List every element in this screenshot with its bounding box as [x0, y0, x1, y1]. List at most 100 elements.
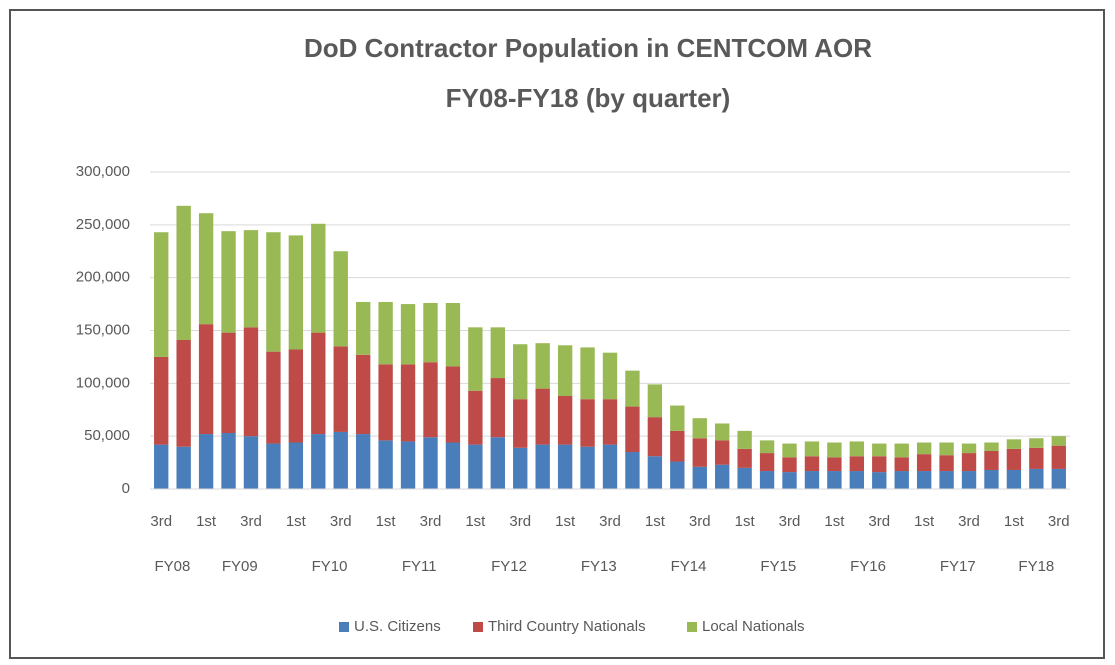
- bar-segment: [670, 461, 685, 489]
- bar-segment: [1029, 438, 1044, 448]
- legend-label: Local Nationals: [702, 618, 805, 635]
- bar-segment: [490, 378, 505, 438]
- bar-segment: [894, 443, 909, 458]
- bar-segment: [1051, 436, 1066, 446]
- bar-segment: [872, 456, 887, 473]
- bar-segment: [737, 430, 752, 449]
- bar-segment: [266, 443, 281, 489]
- bar-segment: [243, 327, 259, 437]
- bar-segment: [445, 303, 461, 367]
- bar-segment: [288, 442, 304, 489]
- bar-segment: [602, 399, 618, 445]
- bar-segment: [984, 450, 999, 470]
- bar-segment: [715, 423, 730, 441]
- bar-segment: [692, 466, 707, 489]
- bar-segment: [221, 432, 236, 489]
- bar-segment: [804, 471, 820, 489]
- bar-segment: [580, 347, 595, 400]
- bar-segment: [737, 467, 752, 489]
- bar-segment: [198, 324, 214, 435]
- legend-label: U.S. Citizens: [354, 618, 441, 635]
- bar-segment: [198, 213, 214, 325]
- bar-segment: [535, 444, 550, 489]
- bar-segment: [154, 356, 169, 445]
- bar-segment: [1051, 445, 1066, 469]
- x-tick-label: 1st: [286, 513, 307, 530]
- bar-segment: [961, 471, 977, 489]
- x-tick-label: 1st: [555, 513, 576, 530]
- bar-segment: [715, 464, 730, 489]
- bar-segment: [759, 453, 775, 472]
- bar-segment: [400, 364, 416, 442]
- chart-frame: [9, 9, 1105, 659]
- bar-segment: [602, 352, 618, 400]
- bar-segment: [535, 343, 550, 389]
- bar-segment: [692, 438, 707, 467]
- bar-segment: [939, 471, 954, 489]
- bar-segment: [782, 457, 797, 473]
- bar-segment: [400, 304, 416, 365]
- x-tick-label: 1st: [1004, 513, 1025, 530]
- bar-segment: [355, 354, 371, 435]
- legend-label: Third Country Nationals: [488, 618, 646, 635]
- bar-segment: [804, 441, 820, 457]
- bar-segment: [243, 436, 259, 489]
- bar-segment: [759, 440, 775, 454]
- bar-segment: [580, 446, 595, 489]
- bar-segment: [715, 440, 730, 465]
- bar-segment: [557, 444, 573, 489]
- bar-segment: [288, 235, 304, 350]
- x-tick-label: 1st: [196, 513, 217, 530]
- y-tick-label: 200,000: [76, 269, 130, 286]
- x-tick-label: 3rd: [1048, 513, 1070, 530]
- bar-segment: [916, 442, 932, 455]
- bar-segment: [625, 406, 640, 453]
- legend-swatch: [687, 622, 697, 632]
- legend-swatch: [473, 622, 483, 632]
- x-tick-label: 1st: [824, 513, 845, 530]
- bar-segment: [737, 448, 752, 468]
- y-tick-label: 300,000: [76, 163, 130, 180]
- bar-segment: [333, 346, 348, 432]
- bar-segment: [378, 440, 393, 489]
- x-tick-label: 3rd: [599, 513, 621, 530]
- x-tick-label: 1st: [376, 513, 397, 530]
- bar-segment: [849, 456, 865, 472]
- bar-segment: [311, 332, 326, 435]
- bar-segment: [176, 446, 191, 489]
- x-tick-label: 1st: [465, 513, 486, 530]
- x-tick-label: 1st: [914, 513, 935, 530]
- bar-segment: [333, 431, 348, 489]
- x-tick-label: 3rd: [150, 513, 172, 530]
- bar-segment: [1006, 469, 1022, 489]
- bar-segment: [513, 447, 528, 489]
- chart-title: FY08-FY18 (by quarter): [446, 83, 731, 113]
- bar-segment: [1006, 439, 1022, 449]
- bar-segment: [221, 332, 236, 433]
- bar-segment: [198, 434, 214, 489]
- bar-segment: [355, 434, 371, 489]
- bar-segment: [939, 442, 954, 456]
- bar-segment: [288, 349, 304, 443]
- x-group-label: FY15: [760, 558, 796, 575]
- bar-segment: [423, 303, 438, 363]
- bar-segment: [154, 232, 169, 357]
- bar-segment: [670, 405, 685, 431]
- y-tick-label: 150,000: [76, 321, 130, 338]
- x-group-label: FY13: [581, 558, 617, 575]
- bar-segment: [1051, 468, 1066, 489]
- bar-segment: [311, 223, 326, 333]
- bar-segment: [872, 443, 887, 457]
- bar-segment: [423, 362, 438, 438]
- bar-segment: [782, 472, 797, 489]
- bar-segment: [692, 418, 707, 439]
- bar-segment: [804, 456, 820, 472]
- bar-segment: [961, 453, 977, 472]
- bar-segment: [625, 370, 640, 407]
- bar-segment: [176, 205, 191, 341]
- bar-segment: [355, 301, 371, 355]
- bar-segment: [1029, 447, 1044, 469]
- bar-segment: [916, 471, 932, 489]
- bar-segment: [445, 442, 461, 489]
- bar-segment: [490, 327, 505, 379]
